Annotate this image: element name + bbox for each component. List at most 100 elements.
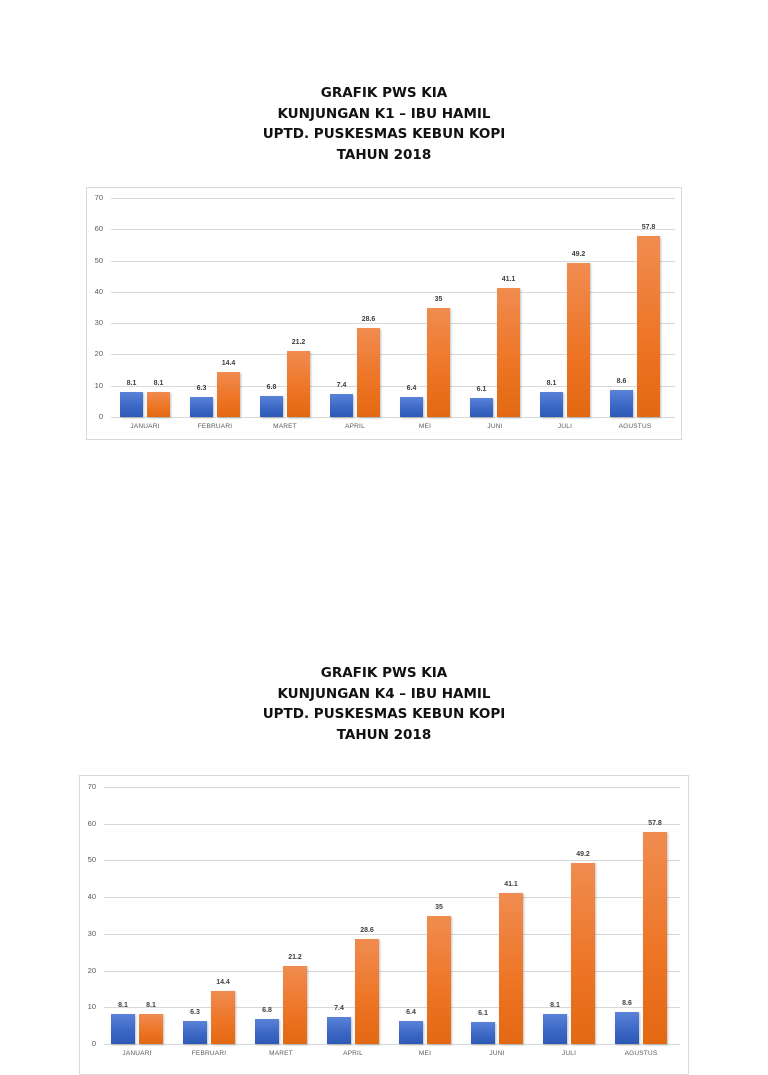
chart2-bar-series1	[255, 1019, 279, 1044]
chart1-y-tick: 10	[94, 380, 103, 390]
chart1-bar-series1	[400, 396, 423, 417]
chart1-gridline	[111, 354, 675, 356]
chart2-gridline	[104, 823, 680, 825]
chart2-gridline	[104, 787, 680, 788]
chart1-title-line: UPTD. PUSKESMAS KEBUN KOPI	[262, 126, 506, 142]
chart1-x-label: AGUSTUS	[618, 423, 652, 430]
chart1-bar-series1	[330, 393, 353, 417]
chart2-title-line: GRAFIK PWS KIA	[320, 665, 448, 681]
chart2-x-label: MARET	[269, 1050, 293, 1057]
chart1-gridline	[111, 323, 675, 325]
chart1-x-label: APRIL	[345, 423, 365, 430]
chart1-data-label: 8.1	[153, 379, 164, 387]
chart2-data-label: 6.8	[262, 1007, 272, 1015]
chart2-data-label: 8.1	[550, 1002, 560, 1010]
chart1-bar-series1	[540, 391, 563, 417]
chart2-data-label: 49.2	[576, 851, 590, 859]
chart2-gridline	[104, 1044, 680, 1045]
chart1-plot-area: 0 10 20 30 40 50 60 70 8.1 8.1 JANUARI 6.3 14.4 FEBRU…	[86, 187, 682, 440]
chart2-bar-series1	[111, 1014, 135, 1044]
chart2-gridline	[104, 860, 680, 862]
chart2-y-tick: 70	[87, 782, 96, 791]
chart2-x-label: JANUARI	[122, 1050, 152, 1057]
chart2-gridline	[104, 970, 680, 972]
chart2-title-line: UPTD. PUSKESMAS KEBUN KOPI	[262, 706, 506, 722]
chart2-y-tick: 0	[91, 1039, 96, 1048]
chart1-title-line: TAHUN 2018	[336, 146, 432, 163]
chart2-data-label: 21.2	[288, 954, 302, 962]
chart2-gridline	[104, 897, 680, 899]
chart2-data-label: 28.6	[360, 926, 374, 934]
chart1-y-tick: 70	[94, 193, 103, 202]
chart2-data-label: 7.4	[334, 1004, 344, 1012]
chart2-x-label: JUNI	[489, 1050, 505, 1057]
chart2-data-label: 8.1	[146, 1002, 156, 1010]
chart1-data-label: 6.1	[476, 385, 487, 393]
chart1-bar-series2	[357, 327, 380, 417]
chart2-data-label: 8.6	[622, 1000, 632, 1008]
chart2-bar-series1	[543, 1014, 567, 1044]
chart1-x-label: MARET	[273, 423, 297, 430]
chart1-data-label: 57.8	[641, 224, 656, 232]
chart1-gridline	[111, 260, 675, 262]
chart2-y-tick: 10	[87, 1002, 96, 1012]
chart1-bar-series2	[497, 288, 520, 417]
chart2-data-label: 6.1	[478, 1009, 488, 1017]
chart1-data-label: 8.1	[126, 379, 137, 387]
chart1-title: GRAFIK PWS KIA KUNJUNGAN K1 – IBU HAMIL …	[0, 83, 768, 165]
chart2-data-label: 57.8	[648, 819, 662, 827]
chart1-data-label: 28.6	[361, 315, 376, 323]
chart1-data-label: 21.2	[291, 338, 306, 346]
chart1-bar-series1	[120, 391, 143, 417]
chart1-data-label: 6.3	[196, 385, 207, 393]
chart1-data-label: 41.1	[501, 276, 516, 284]
chart1-y-tick: 40	[94, 286, 103, 296]
chart1-data-label: 6.4	[406, 384, 417, 392]
chart2-bar-series2	[427, 915, 451, 1044]
chart1-data-label: 49.2	[571, 251, 586, 259]
chart1-bar-series2	[217, 371, 240, 417]
chart1-gridline	[111, 229, 675, 231]
chart2-bar-series2	[211, 991, 235, 1044]
chart1-data-label: 14.4	[221, 359, 236, 367]
chart2-data-label: 6.4	[406, 1008, 416, 1016]
chart2-data-label: 41.1	[504, 881, 518, 889]
chart1-data-label: 6.8	[266, 383, 277, 391]
chart2-bar-series1	[471, 1021, 495, 1044]
chart1-y-tick: 0	[98, 412, 103, 421]
chart2-data-label: 8.1	[118, 1002, 128, 1010]
chart1-bar-series2	[287, 350, 310, 417]
chart2-bar-series2	[643, 831, 667, 1044]
chart1-x-label: FEBRUARI	[197, 423, 233, 430]
chart1-title-line: GRAFIK PWS KIA	[320, 85, 448, 101]
chart2-y-tick: 30	[87, 928, 96, 938]
chart2-x-label: FEBRUARI	[191, 1050, 227, 1057]
chart2-title: GRAFIK PWS KIA KUNJUNGAN K4 – IBU HAMIL …	[0, 663, 768, 745]
chart2-bar-series1	[327, 1016, 351, 1044]
chart1-x-label: JULI	[557, 423, 573, 430]
chart2-x-label: APRIL	[343, 1050, 363, 1057]
chart1-data-label: 8.1	[546, 379, 557, 387]
chart1-gridline	[111, 198, 675, 199]
chart1-y-tick: 30	[94, 318, 103, 328]
chart2-gridline	[104, 933, 680, 935]
chart2-title-line: TAHUN 2018	[336, 726, 432, 743]
chart2-y-tick: 20	[87, 965, 96, 975]
chart1-gridline	[111, 385, 675, 387]
chart1-bar-series1	[260, 395, 283, 417]
chart2-bar-series1	[615, 1012, 639, 1044]
chart2-y-tick: 50	[87, 855, 96, 865]
chart1-bar-series2	[147, 391, 170, 417]
chart2-bar-series1	[183, 1020, 207, 1044]
chart1-x-label: MEI	[418, 423, 432, 430]
chart1-gridline	[111, 417, 675, 418]
chart2-title-line: KUNJUNGAN K4 – IBU HAMIL	[277, 685, 491, 702]
chart2-bar-series2	[283, 966, 307, 1044]
chart2-bar-series2	[139, 1014, 163, 1044]
chart1-data-label: 8.6	[616, 378, 627, 386]
chart1-y-tick: 20	[94, 349, 103, 359]
chart1-x-label: JANUARI	[130, 423, 160, 430]
chart1-bar-series1	[610, 390, 633, 417]
chart1-data-label: 35	[434, 295, 443, 303]
chart1-bar-series2	[427, 307, 450, 417]
